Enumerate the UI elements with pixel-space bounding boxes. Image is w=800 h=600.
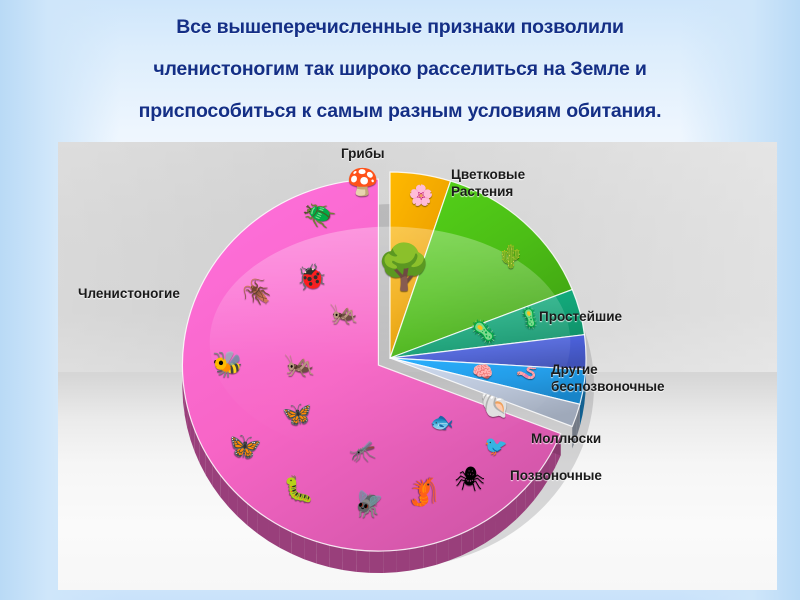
caterpillar-icon: 🐛: [283, 475, 315, 504]
slice-label-flowering-plants: Цветковые Растения: [451, 167, 526, 199]
grasshopper-icon: 🦗: [284, 350, 316, 379]
spider-icon: 🕷: [454, 466, 486, 493]
earthworm-icon: 🪱: [515, 363, 539, 383]
flatworm-icon: 🧠: [472, 362, 494, 382]
slice-label-vertebrates: Позвоночные: [510, 468, 602, 483]
title-line-3: приспособиться к самым разным условиям о…: [138, 100, 662, 122]
bird-icon: 🐦: [484, 436, 508, 458]
ladybug-icon: 🐞: [296, 263, 328, 292]
snail-icon: 🐚: [480, 393, 510, 420]
pie-chart: 🍄 🌸 🌳 🌵 🦠 🦠 🧠 🪱 🐚 🐟 🐦 🪲 🐞 🪳 🦗 🐝 🦗 🦋 🦋 🦟 🐛 🪰 🦐 🕷: [58, 142, 777, 590]
tree-icon: 🌳: [376, 243, 432, 292]
title-line-2: членистоногим так широко расселиться на …: [153, 58, 647, 80]
shrimp-icon: 🦐: [409, 475, 440, 509]
title-line-1: Все вышеперечисленные признаки позволили: [176, 16, 624, 38]
mushroom-icon: 🍄: [346, 167, 380, 197]
amoeba-icon: 🦠: [470, 319, 498, 344]
cactus-icon: 🌵: [497, 244, 525, 269]
slice-label-molluscs: Моллюски: [531, 431, 602, 446]
fish-icon: 🐟: [430, 412, 454, 434]
slice-label-protists: Простейшие: [539, 309, 623, 324]
weevil-icon: 🪳: [242, 279, 272, 306]
shieldbug-icon: 🦗: [329, 299, 359, 326]
slide-title: Все вышеперечисленные признаки позволили…: [0, 0, 800, 142]
slice-label-fungi: Грибы: [341, 146, 385, 161]
fly-icon: 🪰: [353, 490, 385, 519]
mosquito-icon: 🦟: [349, 438, 377, 463]
slice-label-other-invertebrates: Другие беспозвоночные: [551, 362, 665, 394]
wasp-icon: 🐝: [212, 350, 244, 379]
moth-icon: 🦋: [282, 401, 312, 428]
chart-image-panel: 🍄 🌸 🌳 🌵 🦠 🦠 🧠 🪱 🐚 🐟 🐦 🪲 🐞 🪳 🦗 🐝 🦗 🦋 🦋 🦟 🐛 🪰 🦐 🕷 Членистоногие Г…: [58, 142, 777, 590]
flower-icon: 🌸: [408, 185, 434, 207]
pie-chart-svg: [181, 171, 594, 574]
slice-label-arthropods: Членистоногие: [78, 286, 180, 301]
